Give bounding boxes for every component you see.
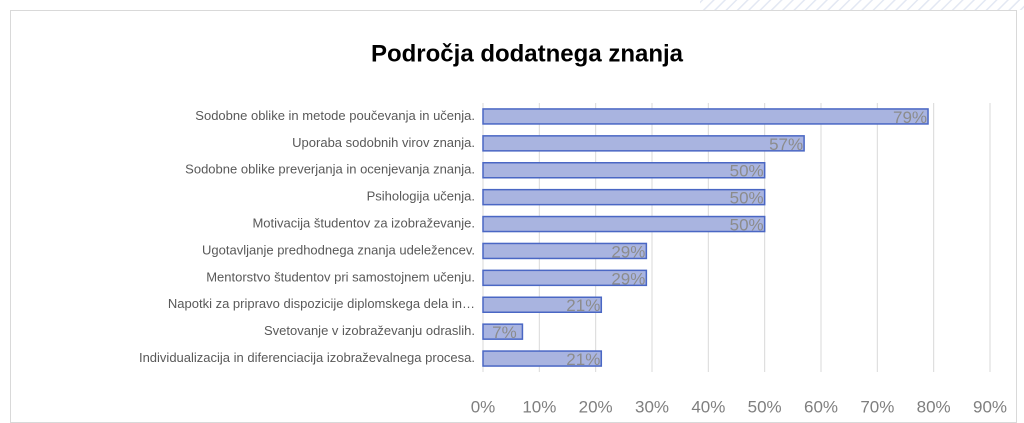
data-label: 29% [611,269,645,288]
x-tick-label: 90% [973,397,1007,416]
y-tick-label: Ugotavljanje predhodnega znanja udeležen… [202,242,475,257]
data-label: 29% [611,242,645,261]
data-label: 21% [566,350,600,369]
x-tick-label: 80% [917,397,951,416]
x-tick-label: 20% [579,397,613,416]
bar [482,108,929,125]
bar [482,135,805,152]
data-label: 79% [893,108,927,127]
bar [482,242,648,260]
data-label: 50% [730,162,764,181]
y-tick-label: Mentorstvo študentov pri samostojnem uče… [206,269,475,284]
bar [482,188,766,206]
decoration [700,0,1024,10]
data-label: 7% [492,323,517,342]
bar [482,269,648,287]
x-tick-label: 0% [471,397,496,416]
bar [482,296,603,313]
x-tick-label: 30% [635,397,669,416]
bar [482,215,766,233]
y-tick-label: Motivacija študentov za izobraževanje. [252,215,475,230]
y-tick-label: Svetovanje v izobraževanju odraslih. [264,323,475,338]
bar [482,162,766,179]
data-label: 50% [730,189,764,208]
data-label: 21% [566,296,600,315]
x-tick-label: 70% [860,397,894,416]
bar [482,323,524,340]
x-tick-label: 50% [748,397,782,416]
bar [482,350,603,367]
y-tick-label: Sodobne oblike in metode poučevanja in u… [195,108,475,123]
y-tick-label: Psihologija učenja. [367,189,475,204]
y-tick-label: Individualizacija in diferenciacija izob… [139,350,475,365]
chart-title: Področja dodatnega znanja [371,40,684,67]
y-tick-label: Uporaba sodobnih virov znanja. [292,135,475,150]
x-tick-label: 10% [522,397,556,416]
y-tick-label: Sodobne oblike preverjanja in ocenjevanj… [185,162,475,177]
x-tick-label: 60% [804,397,838,416]
y-tick-label: Napotki za pripravo dispozicije diplomsk… [168,296,475,311]
x-tick-label: 40% [691,397,725,416]
data-label: 50% [730,216,764,235]
data-label: 57% [769,135,803,154]
